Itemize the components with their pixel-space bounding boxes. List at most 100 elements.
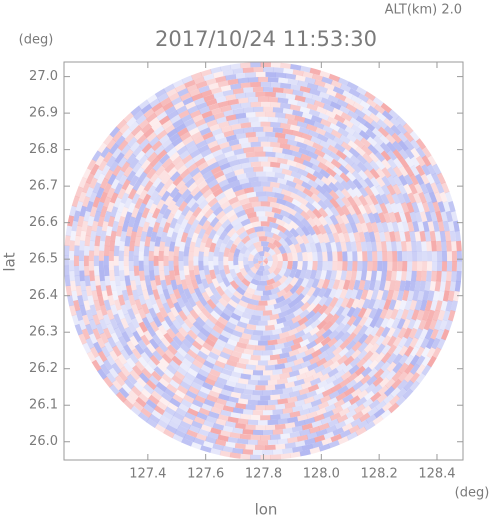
radar-cell — [211, 128, 223, 137]
radar-cell — [409, 380, 420, 392]
radar-cell — [95, 186, 105, 199]
radar-cell — [215, 301, 226, 312]
radar-cell — [245, 384, 256, 391]
radar-cell — [284, 275, 294, 286]
radar-cell — [193, 256, 199, 266]
radar-cell — [384, 125, 396, 137]
radar-cell — [179, 149, 191, 160]
radar-cell — [243, 273, 254, 283]
y-tick-label: 26.6 — [29, 215, 58, 230]
radar-cell — [350, 222, 359, 234]
radar-cell — [426, 164, 437, 176]
radar-cell — [311, 163, 323, 174]
radar-cell — [415, 270, 422, 282]
radar-cell — [343, 355, 355, 367]
radar-cell — [258, 265, 265, 271]
radar-cell — [375, 270, 382, 282]
radar-cell — [234, 443, 246, 450]
radar-cell — [441, 240, 447, 252]
radar-cell — [227, 436, 239, 444]
radar-cell — [159, 307, 169, 319]
radar-cell — [229, 280, 240, 290]
radar-cell — [74, 275, 81, 287]
radar-cell — [446, 270, 452, 282]
radar-cell — [218, 230, 228, 241]
radar-cell — [381, 158, 392, 170]
radar-cell — [260, 181, 271, 187]
radar-cell — [290, 84, 302, 91]
radar-cell — [250, 101, 261, 108]
radar-cell — [267, 379, 278, 386]
radar-cell — [113, 313, 122, 325]
radar-cell — [192, 399, 204, 408]
radar-cell — [212, 324, 224, 335]
radar-cell — [243, 256, 249, 266]
radar-cell — [384, 231, 391, 242]
radar-cell — [110, 230, 117, 242]
radar-cell — [252, 409, 263, 416]
radar-cell — [379, 202, 389, 214]
radar-cell — [143, 108, 155, 119]
radar-cell — [228, 375, 240, 383]
radar-cell — [89, 304, 98, 316]
radar-cell — [151, 121, 163, 132]
radar-cell — [81, 220, 89, 232]
radar-cell — [204, 114, 216, 124]
radar-cell — [99, 270, 105, 282]
radar-cell — [218, 260, 225, 271]
radar-cell — [121, 331, 131, 343]
radar-cell — [187, 181, 198, 193]
radar-cell — [123, 197, 133, 209]
radar-cell — [198, 428, 210, 437]
radar-cell — [237, 77, 249, 84]
radar-cell — [112, 345, 122, 357]
radar-cell — [328, 223, 338, 235]
radar-cell — [368, 203, 378, 215]
radar-cell — [421, 355, 431, 367]
radar-cell — [199, 269, 206, 281]
radar-cell — [151, 102, 163, 113]
radar-cell — [183, 265, 190, 276]
radar-cell — [295, 74, 307, 82]
radar-cell — [88, 260, 95, 272]
radar-cell — [169, 397, 181, 408]
radar-cell — [296, 372, 308, 381]
radar-cell — [316, 85, 328, 94]
radar-cell — [375, 334, 386, 346]
radar-cell — [250, 81, 261, 88]
radar-cell — [95, 285, 103, 297]
radar-cell — [392, 261, 398, 272]
radar-cell — [229, 232, 240, 242]
radar-cell — [217, 196, 229, 206]
radar-cell — [343, 416, 355, 426]
radar-cell — [163, 387, 176, 398]
radar-cell — [313, 413, 325, 422]
radar-cell — [424, 300, 433, 312]
y-unit: (deg) — [19, 33, 54, 48]
radar-cell — [135, 184, 145, 196]
radar-cell — [380, 317, 390, 329]
radar-cell — [241, 182, 252, 190]
radar-cell — [250, 236, 260, 244]
radar-cell — [242, 388, 254, 395]
radar-cell — [447, 310, 456, 322]
radar-cell — [348, 231, 356, 243]
radar-cell — [299, 309, 310, 319]
radar-cell — [199, 127, 212, 136]
radar-cell — [125, 284, 133, 296]
radar-cell — [233, 308, 244, 317]
radar-cell — [360, 222, 369, 233]
radar-cell — [284, 381, 296, 389]
radar-cell — [420, 173, 430, 185]
radar-cell — [299, 338, 311, 348]
radar-cell — [178, 251, 184, 261]
radar-cell — [199, 166, 211, 176]
radar-cell — [89, 240, 95, 252]
radar-cell — [296, 414, 308, 422]
radar-cell — [190, 232, 199, 243]
radar-cell — [255, 305, 266, 311]
radar-cell — [294, 329, 306, 339]
radar-cell — [159, 217, 168, 229]
radar-cell — [278, 237, 288, 247]
radar-cell — [109, 318, 119, 330]
